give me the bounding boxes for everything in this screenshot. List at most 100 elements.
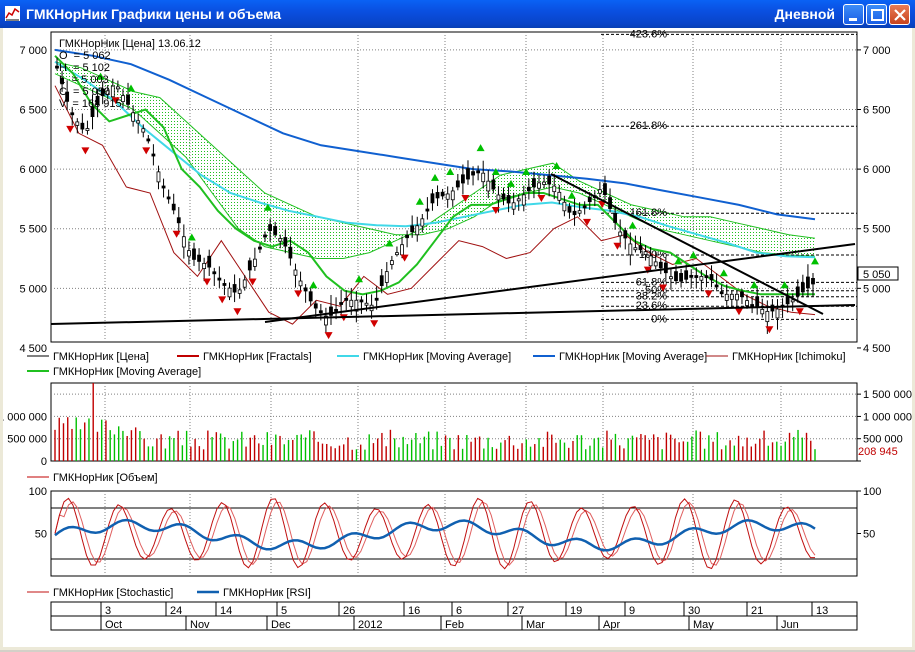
- candle-body: [288, 246, 293, 259]
- fractal-down-marker: [294, 290, 303, 298]
- candle-body: [506, 195, 511, 204]
- candle-body: [146, 138, 151, 142]
- fractal-up-marker: [309, 281, 318, 289]
- last-volume-value: 208 945: [858, 446, 898, 458]
- price-panel: 4 500 5 000 5 500 6 000 6 500 7 000 4 500 5 00…: [19, 28, 899, 355]
- candle-body: [486, 180, 491, 192]
- candle-body: [729, 293, 734, 300]
- fractal-up-marker: [567, 191, 576, 199]
- candle-body: [166, 196, 171, 200]
- candle-body: [704, 275, 709, 279]
- close-button[interactable]: [889, 4, 910, 25]
- fractal-down-marker: [795, 308, 804, 316]
- fractal-down-marker: [400, 254, 409, 262]
- fractal-up-marker: [811, 257, 819, 265]
- candle-body: [562, 201, 567, 212]
- fib-level-label: 423.6%: [630, 28, 668, 40]
- candle-body: [268, 224, 273, 231]
- cloud-fill: [55, 61, 815, 259]
- price-tick-label-left: 4 500: [19, 343, 47, 355]
- candle-body: [263, 234, 267, 238]
- candle-body: [461, 174, 465, 184]
- fractal-down-marker: [218, 296, 227, 304]
- candle-body: [618, 231, 623, 237]
- fractal-down-marker: [613, 242, 622, 250]
- x-axis[interactable]: 3 24 14 5 26 16 6 27 19 9 30 21 13 Oct Nov Dec 2012 Feb Ma…: [50, 601, 858, 631]
- candle-body: [532, 178, 536, 188]
- candle-body: [491, 179, 496, 190]
- fractal-up-marker: [355, 275, 363, 283]
- candle-body: [669, 276, 673, 280]
- fractal-up-marker: [385, 239, 394, 247]
- volume-tick-label-right: 1 000 000: [863, 411, 912, 423]
- window-title: ГМКНорНик Графики цены и объема: [26, 6, 282, 22]
- candle-body: [795, 286, 800, 297]
- candle-body: [410, 225, 415, 233]
- candle-body: [131, 112, 136, 122]
- ohlcv-open: O = 5 062: [59, 50, 111, 62]
- price-tick-label-right: 4 500: [863, 343, 891, 355]
- oscillator-plot-frame: [50, 490, 858, 577]
- candle-body: [547, 175, 552, 185]
- ohlcv-close: C = 5 050: [59, 86, 110, 98]
- fractal-up-marker: [187, 233, 196, 241]
- price-tick-label-left: 5 500: [19, 224, 47, 236]
- candle-body: [679, 273, 683, 282]
- candle-body: [278, 238, 283, 242]
- fractal-up-marker: [476, 144, 485, 152]
- candle-body: [765, 310, 770, 323]
- candle-body: [603, 183, 607, 196]
- candle-body: [197, 254, 201, 262]
- fractal-down-marker: [461, 195, 470, 203]
- oscillator-tick-label-right: 100: [863, 486, 881, 498]
- x-day-label: 3: [105, 605, 111, 617]
- candle-body: [237, 289, 242, 294]
- candle-body: [55, 65, 59, 69]
- oscillator-tick-label-left: 50: [35, 529, 47, 541]
- fractal-down-marker: [81, 147, 90, 155]
- candle-body: [227, 287, 232, 298]
- candle-body: [247, 260, 252, 271]
- period-label[interactable]: Дневной: [774, 6, 835, 22]
- price-tick-label-right: 7 000: [863, 45, 891, 57]
- candle-body: [811, 278, 815, 285]
- volume-tick-label-left: 0: [41, 456, 47, 468]
- maximize-button[interactable]: [866, 4, 887, 25]
- candle-body: [567, 206, 572, 213]
- ohlcv-volume: V = 168 915: [59, 98, 122, 110]
- x-day-label: 13: [816, 605, 828, 617]
- candle-body: [70, 112, 75, 116]
- candle-body: [597, 189, 602, 194]
- fractal-up-marker: [491, 167, 500, 175]
- fractal-down-marker: [66, 125, 75, 133]
- x-day-label: 16: [408, 605, 420, 617]
- chart-area: 4 500 5 000 5 500 6 000 6 500 7 000 4 500 5 00…: [0, 28, 912, 647]
- candle-body: [476, 170, 481, 174]
- cloud-span-b: [54, 73, 816, 259]
- ma-slow-line: [54, 48, 816, 221]
- candle-body: [511, 202, 516, 210]
- candle-body: [176, 217, 181, 224]
- trend-lines: [50, 173, 856, 325]
- candle-body: [516, 198, 521, 202]
- candle-body: [95, 95, 100, 106]
- oscillator-axis: 50 50 100 100: [29, 486, 882, 541]
- candle-body: [638, 245, 643, 251]
- candle-body: [633, 247, 638, 251]
- x-day-label: 26: [343, 605, 355, 617]
- candle-body: [440, 191, 445, 197]
- title-bar[interactable]: ГМКНорНик Графики цены и объема Дневной: [0, 0, 915, 28]
- candle-body: [344, 298, 349, 301]
- candle-body: [273, 226, 278, 235]
- fractal-down-marker: [324, 332, 333, 340]
- minimize-button[interactable]: [843, 4, 864, 25]
- candle-body: [719, 291, 724, 295]
- candle-body: [790, 299, 795, 303]
- candle-body: [689, 274, 694, 278]
- candle-body: [222, 283, 227, 286]
- candle-body: [308, 291, 313, 302]
- volume-grid: [51, 383, 857, 461]
- x-day-label: 24: [170, 605, 182, 617]
- candle-body: [181, 236, 186, 248]
